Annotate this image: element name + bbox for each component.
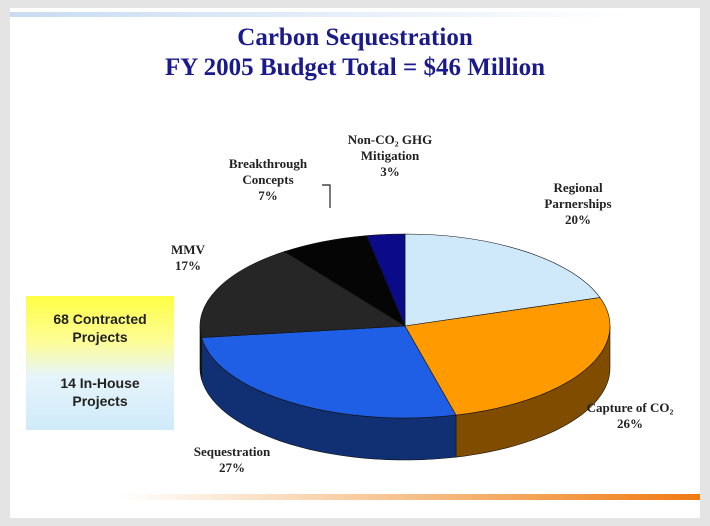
slice-label: Breakthrough Concepts 7% — [213, 156, 323, 204]
value-label: 26% — [617, 416, 643, 431]
value-label: 7% — [258, 188, 278, 203]
category-label: MMV — [171, 242, 205, 257]
chart — [10, 12, 700, 500]
side-box: 68 Contracted Projects 14 In-House Proje… — [26, 296, 174, 430]
box-item: 14 In-House Projects — [60, 375, 140, 409]
category-label: Sequestration — [193, 444, 271, 459]
category-label: Capture of CO₂ — [586, 400, 674, 415]
pie — [199, 233, 611, 461]
chart-title: Carbon Sequestration — [237, 24, 473, 51]
slice-label: Sequestration 27% — [172, 444, 292, 476]
value-label: 27% — [219, 460, 245, 475]
category-label: Regional Parnerships — [544, 180, 612, 211]
category-label: Breakthrough Concepts — [228, 156, 308, 187]
slice-label: Regional Parnerships 20% — [523, 180, 633, 228]
box-item: 68 Contracted Projects — [53, 311, 147, 345]
slice — [201, 325, 457, 419]
slice — [199, 251, 406, 338]
slice-label: Non-CO₂ GHG Mitigation 3% — [345, 132, 435, 180]
slice — [404, 297, 611, 416]
slice-label: MMV 17% — [158, 242, 218, 274]
value-label: 20% — [565, 212, 591, 227]
leader-line — [322, 184, 331, 208]
slide: Carbon Sequestration FY 2005 Budget Tota… — [10, 8, 700, 518]
bottom-rule — [120, 494, 700, 500]
value-label: 17% — [175, 258, 201, 273]
top-rule — [10, 12, 630, 17]
value-label: 3% — [380, 164, 400, 179]
chart-subtitle: FY 2005 Budget Total = $46 Million — [164, 54, 546, 81]
slice — [366, 233, 406, 327]
slice — [404, 233, 601, 327]
category-label: Non-CO₂ GHG Mitigation — [347, 132, 433, 163]
slice-label: Capture of CO₂ 26% — [585, 400, 675, 432]
